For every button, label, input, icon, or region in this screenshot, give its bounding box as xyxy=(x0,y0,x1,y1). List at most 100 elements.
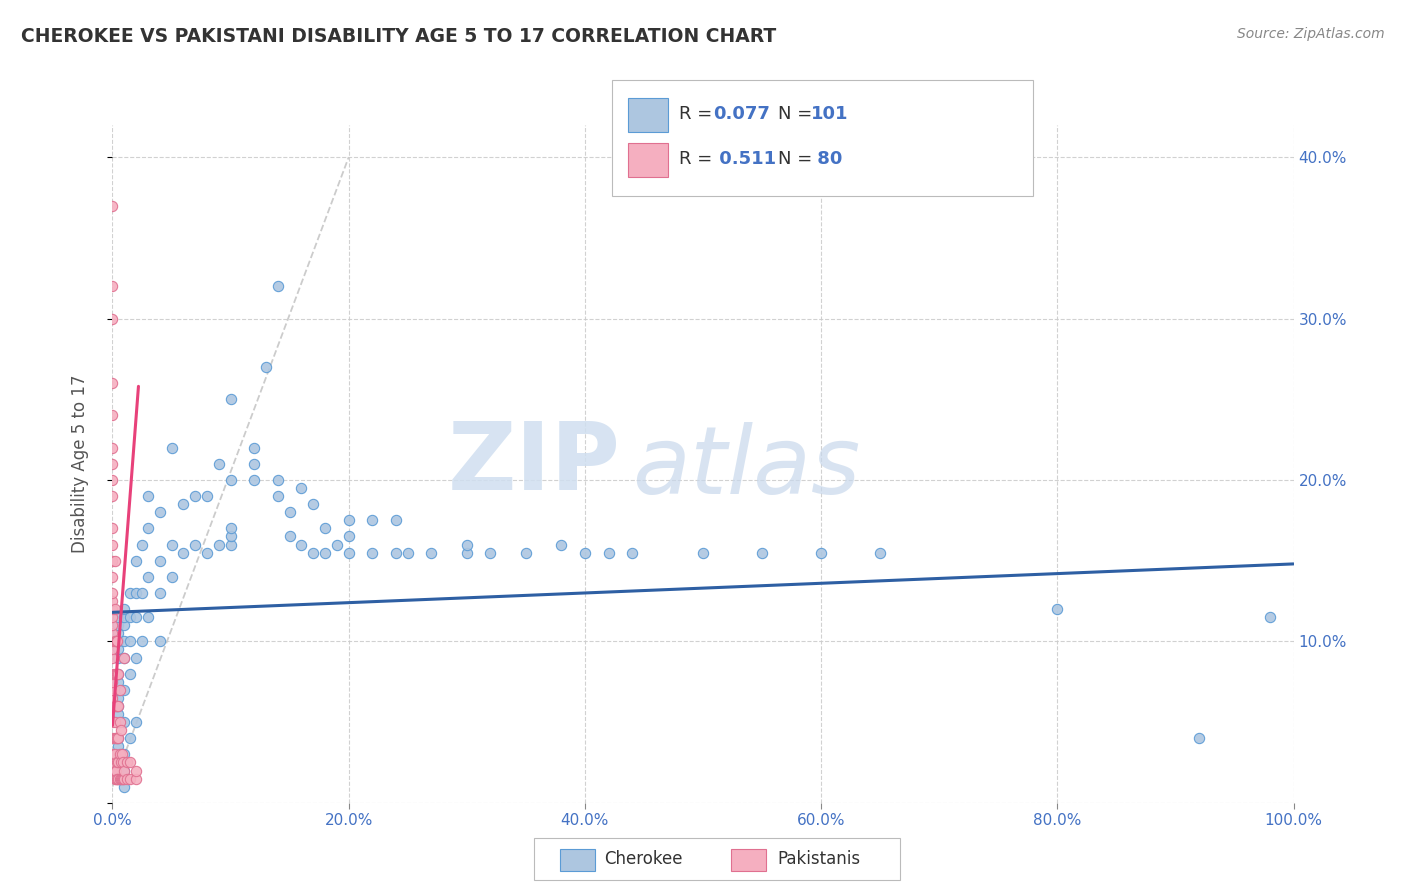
Point xyxy=(278,505,301,519)
Point xyxy=(104,747,127,762)
Point xyxy=(107,772,129,786)
Text: N =: N = xyxy=(778,105,817,123)
Point xyxy=(160,537,183,551)
Point xyxy=(278,529,301,543)
Point xyxy=(112,650,135,665)
Point xyxy=(361,513,384,527)
Point xyxy=(112,650,135,665)
Point xyxy=(243,457,266,471)
Point xyxy=(149,586,172,600)
Point xyxy=(184,537,207,551)
Point xyxy=(326,537,349,551)
Point xyxy=(108,747,131,762)
Point xyxy=(115,756,138,770)
Point xyxy=(125,586,148,600)
Point xyxy=(101,698,124,713)
Text: Pakistanis: Pakistanis xyxy=(778,850,860,868)
Point xyxy=(267,473,290,487)
Text: N =: N = xyxy=(778,150,817,168)
Point xyxy=(869,546,891,560)
Point xyxy=(515,546,537,560)
Point xyxy=(361,546,384,560)
Point xyxy=(131,634,153,648)
Text: atlas: atlas xyxy=(633,422,860,513)
Point xyxy=(105,634,128,648)
Point xyxy=(751,546,773,560)
Point xyxy=(195,489,218,503)
Point xyxy=(112,602,135,616)
Point xyxy=(479,546,502,560)
Point xyxy=(101,626,124,640)
Point xyxy=(104,634,127,648)
Point xyxy=(105,772,128,786)
Point xyxy=(111,772,134,786)
Point xyxy=(101,279,124,293)
Point xyxy=(115,772,138,786)
Point xyxy=(101,747,124,762)
Point xyxy=(104,715,127,730)
Point xyxy=(598,546,620,560)
Point xyxy=(107,764,129,778)
Point xyxy=(101,457,124,471)
Point xyxy=(101,198,124,212)
Point xyxy=(107,715,129,730)
Point xyxy=(107,690,129,705)
Point xyxy=(120,772,142,786)
Point xyxy=(101,764,124,778)
Point xyxy=(101,610,124,624)
Point xyxy=(107,666,129,681)
Point xyxy=(107,756,129,770)
Point xyxy=(105,731,128,746)
Point xyxy=(1258,610,1281,624)
Point xyxy=(302,546,325,560)
Text: 101: 101 xyxy=(811,105,849,123)
Point xyxy=(105,731,128,746)
Point xyxy=(101,554,124,568)
Point xyxy=(267,279,290,293)
Point xyxy=(1188,731,1211,746)
Point xyxy=(112,634,135,648)
Point xyxy=(101,594,124,608)
Point xyxy=(136,489,159,503)
Point xyxy=(105,666,128,681)
Point xyxy=(125,715,148,730)
Point xyxy=(104,554,127,568)
Point xyxy=(149,505,172,519)
Point xyxy=(302,497,325,511)
Point xyxy=(112,618,135,632)
Point xyxy=(172,497,194,511)
Point xyxy=(149,634,172,648)
Point xyxy=(574,546,596,560)
Point xyxy=(105,698,128,713)
Point xyxy=(104,666,127,681)
Point xyxy=(107,731,129,746)
Point xyxy=(110,723,132,738)
Point xyxy=(107,747,129,762)
Point xyxy=(105,764,128,778)
Point xyxy=(172,546,194,560)
Point xyxy=(131,586,153,600)
Point xyxy=(125,772,148,786)
Point xyxy=(105,666,128,681)
Point xyxy=(112,747,135,762)
Point xyxy=(105,698,128,713)
Point xyxy=(136,610,159,624)
Point xyxy=(104,698,127,713)
Point xyxy=(290,537,312,551)
Text: R =: R = xyxy=(679,105,718,123)
Point xyxy=(107,626,129,640)
Point xyxy=(125,610,148,624)
Point xyxy=(107,674,129,689)
Point xyxy=(243,441,266,455)
Point xyxy=(120,666,142,681)
Point xyxy=(104,731,127,746)
Text: Source: ZipAtlas.com: Source: ZipAtlas.com xyxy=(1237,27,1385,41)
Point xyxy=(108,715,131,730)
Point xyxy=(254,359,277,374)
Y-axis label: Disability Age 5 to 17: Disability Age 5 to 17 xyxy=(70,375,89,553)
Point xyxy=(112,780,135,794)
Point xyxy=(125,650,148,665)
Point xyxy=(101,690,124,705)
Point xyxy=(385,546,408,560)
Text: 0.077: 0.077 xyxy=(713,105,769,123)
